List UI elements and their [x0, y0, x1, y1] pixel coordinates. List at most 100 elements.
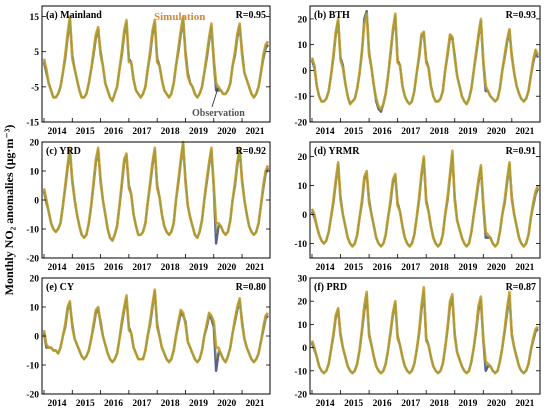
x-tick-label: 2017: [132, 127, 151, 137]
x-tick-label: 2018: [161, 399, 180, 409]
x-tick-label: 2019: [458, 399, 477, 409]
r-value: R=0.80: [236, 282, 266, 293]
x-tick-label: 2016: [373, 127, 392, 137]
x-tick-label: 2016: [104, 263, 123, 273]
x-tick-label: 2014: [316, 263, 335, 273]
observation-pointer: [211, 87, 219, 108]
x-tick-label: 2016: [373, 263, 392, 273]
x-tick-label: 2015: [344, 399, 363, 409]
x-tick-label: 2014: [316, 127, 335, 137]
x-tick-label: 2015: [344, 263, 363, 273]
y-tick-label: -10: [26, 226, 39, 236]
x-tick-label: 2019: [189, 263, 208, 273]
panel-frame: [309, 277, 541, 395]
x-tick-label: 2017: [132, 263, 151, 273]
x-tick-label: 2017: [401, 263, 420, 273]
y-tick-label: 20: [298, 15, 308, 25]
y-tick-label: -20: [26, 255, 39, 265]
y-tick-label: 10: [30, 304, 40, 314]
r-value: R=0.92: [236, 146, 266, 157]
x-tick-label: 2020: [217, 263, 236, 273]
r-value: R=0.87: [506, 282, 536, 293]
x-tick-label: 2019: [458, 263, 477, 273]
x-tick-label: 2014: [47, 263, 66, 273]
x-tick-label: 2018: [430, 127, 449, 137]
panel-1: -15 -5 5 15 2014 2015 2016 2017 2018 2019 2020 2021…: [26, 5, 271, 137]
panel-title: (a) Mainland: [46, 10, 102, 21]
panel-4: -10 0 10 20 2014 2015 2016 2017 2018 2019 2020 2021…: [294, 141, 541, 273]
y-tick-label: 0: [302, 344, 307, 354]
x-tick-label: 2017: [401, 127, 420, 137]
x-tick-label: 2021: [246, 399, 265, 409]
x-tick-label: 2020: [487, 399, 506, 409]
x-tick-label: 2015: [76, 263, 95, 273]
x-tick-label: 2020: [217, 399, 236, 409]
x-tick-label: 2021: [246, 127, 265, 137]
x-tick-label: 2021: [515, 127, 534, 137]
y-tick-label: -20: [294, 119, 307, 129]
y-tick-label: -20: [294, 391, 307, 401]
x-tick-label: 2015: [76, 399, 95, 409]
x-tick-label: 2016: [373, 399, 392, 409]
x-tick-label: 2017: [401, 399, 420, 409]
r-value: R=0.95: [236, 10, 266, 21]
y-tick-label: -15: [26, 119, 39, 129]
x-tick-label: 2016: [104, 399, 123, 409]
x-tick-label: 2019: [189, 399, 208, 409]
panel-title: (d) YRMR: [314, 146, 360, 157]
overlap-line: [43, 143, 269, 242]
x-tick-label: 2014: [47, 399, 66, 409]
x-tick-label: 2018: [430, 399, 449, 409]
x-tick-label: 2018: [430, 263, 449, 273]
y-tick-label: -10: [294, 240, 307, 250]
panel-frame: [309, 5, 541, 123]
simulation-legend-label: Simulation: [154, 11, 205, 23]
y-tick-label: 5: [34, 48, 39, 58]
x-tick-label: 2020: [487, 263, 506, 273]
y-tick-label: 10: [30, 168, 40, 178]
y-tick-label: -10: [294, 93, 307, 103]
y-tick-label: 0: [302, 67, 307, 77]
y-tick-label: 10: [298, 321, 308, 331]
y-tick-label: 0: [34, 197, 39, 207]
panel-frame: [41, 5, 271, 123]
panel-5: -20 -10 0 10 20 2014 2015 2016 2017 2018 2019 2020 2…: [26, 275, 271, 409]
y-tick-label: 20: [298, 298, 308, 308]
y-tick-label: -20: [26, 391, 39, 401]
panel-6: -20 -10 0 10 20 30 2014 2015 2016 2017 2018 2019 202…: [294, 275, 541, 409]
panel-frame: [309, 141, 541, 259]
panel-title: (b) BTH: [314, 10, 350, 21]
y-axis-label: Monthly NO₂ anomalies (μg·m⁻³): [2, 125, 16, 296]
overlap-line: [43, 290, 269, 364]
y-tick-label: 0: [302, 211, 307, 221]
r-value: R=0.93: [506, 10, 536, 21]
x-tick-label: 2019: [458, 127, 477, 137]
overlap-line: [43, 18, 269, 103]
x-tick-label: 2016: [104, 127, 123, 137]
x-tick-label: 2018: [161, 263, 180, 273]
panel-2: -20 -10 0 10 20 2014 2015 2016 2017 2018 2019 2020 2…: [294, 5, 541, 137]
y-tick-label: 15: [30, 13, 40, 23]
overlap-line: [311, 153, 539, 248]
y-tick-label: -5: [31, 83, 39, 93]
panel-title: (e) CY: [46, 282, 75, 293]
x-tick-label: 2014: [47, 127, 66, 137]
y-tick-label: -10: [294, 367, 307, 377]
observation-legend-label: Observation: [192, 108, 245, 119]
x-tick-label: 2020: [217, 127, 236, 137]
x-tick-label: 2021: [515, 263, 534, 273]
y-tick-label: 20: [30, 275, 40, 285]
y-tick-label: 0: [34, 333, 39, 343]
panel-3: -20 -10 0 10 20 2014 2015 2016 2017 2018 2019 2020 2…: [26, 139, 271, 273]
x-tick-label: 2014: [316, 399, 335, 409]
x-tick-label: 2020: [487, 127, 506, 137]
y-tick-label: 10: [298, 41, 308, 51]
y-tick-label: 20: [30, 139, 40, 149]
x-tick-label: 2018: [161, 127, 180, 137]
x-tick-label: 2015: [344, 127, 363, 137]
x-tick-label: 2021: [246, 263, 265, 273]
r-value: R=0.91: [506, 146, 536, 157]
x-tick-label: 2019: [189, 127, 208, 137]
